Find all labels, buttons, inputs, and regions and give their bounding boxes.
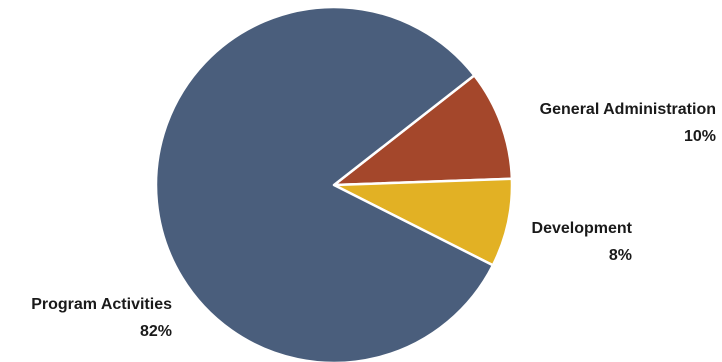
value-development: 8% xyxy=(609,247,632,264)
label-program-activities: Program Activities xyxy=(31,296,172,313)
slice-general-administration xyxy=(332,74,514,187)
label-general-administration: General Administration xyxy=(540,101,716,118)
value-program-activities: 82% xyxy=(140,323,172,340)
slice-program-activities xyxy=(154,5,495,362)
pie-slices xyxy=(154,5,514,362)
slice-development xyxy=(332,177,514,267)
label-development: Development xyxy=(532,220,633,237)
value-general-administration: 10% xyxy=(684,128,716,145)
